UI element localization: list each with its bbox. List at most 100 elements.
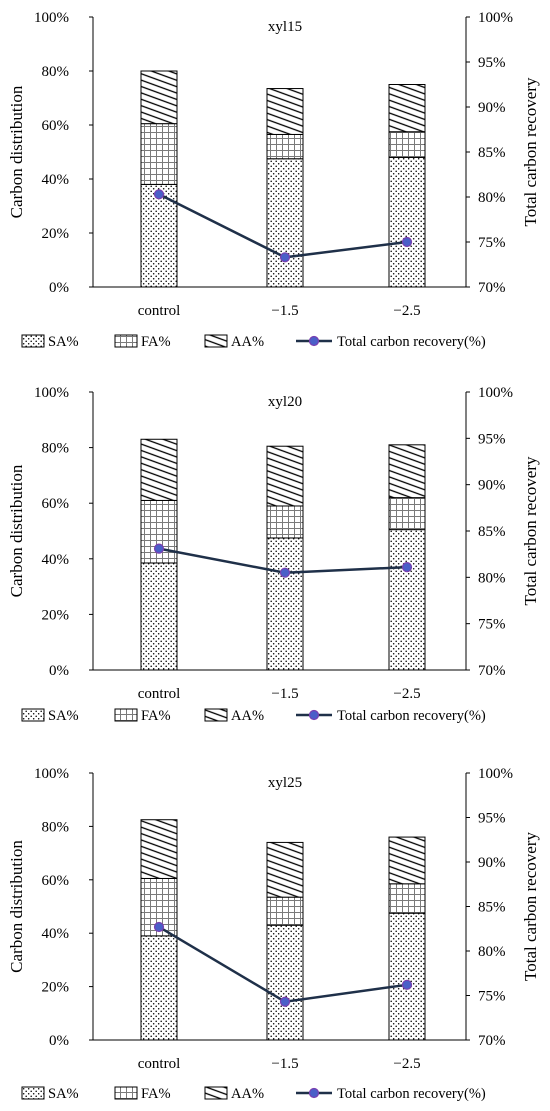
right-tick-label: 80% — [478, 570, 506, 586]
left-tick-label: 80% — [42, 441, 70, 457]
left-tick-label: 20% — [42, 607, 70, 623]
bar-aa-3 — [388, 84, 426, 133]
legend: SA% FA% AA% Total carbon recovery(%) — [21, 708, 486, 724]
right-tick-label: 90% — [478, 478, 506, 494]
legend-swatch-2 — [114, 334, 138, 348]
bar-sa-1 — [140, 562, 178, 671]
x-tick-label: −1.5 — [271, 303, 298, 319]
bar-fa-3 — [388, 497, 426, 531]
y2-axis-label: Total carbon recovery — [521, 832, 540, 981]
right-tick-label: 80% — [478, 944, 506, 960]
legend-swatch-1 — [21, 708, 45, 722]
legend-swatch-2 — [114, 708, 138, 722]
bar-sa-3 — [388, 912, 426, 1041]
left-tick-label: 80% — [42, 819, 70, 835]
legend-swatch-3 — [204, 708, 228, 722]
chart-panel-2: 0% 20% 40% 60% 80% 100% 70% 75% 80% 85% 90% 95% 100%… — [7, 385, 540, 724]
legend-label-3: AA% — [231, 1086, 264, 1102]
bar-aa-1 — [140, 819, 178, 879]
left-tick-label: 40% — [42, 926, 70, 942]
legend-swatch-3 — [204, 334, 228, 348]
legend-marker — [308, 1087, 320, 1099]
legend-swatch-1 — [21, 1086, 45, 1100]
left-tick-label: 60% — [42, 496, 70, 512]
legend: SA% FA% AA% Total carbon recovery(%) — [21, 334, 486, 350]
bar-sa-2 — [266, 924, 304, 1041]
x-tick-label: −2.5 — [393, 303, 420, 319]
right-tick-label: 100% — [478, 385, 513, 401]
right-tick-label: 90% — [478, 855, 506, 871]
recovery-point-2 — [279, 567, 291, 578]
left-tick-label: 60% — [42, 118, 70, 134]
right-tick-label: 70% — [478, 663, 506, 679]
right-tick-label: 85% — [478, 524, 506, 540]
y-axis-label: Carbon distribution — [7, 85, 26, 218]
bar-fa-2 — [266, 133, 304, 160]
bar-aa-2 — [266, 445, 304, 507]
recovery-point-2 — [279, 252, 291, 263]
chart-panel-1: 0% 20% 40% 60% 80% 100% 70% 75% 80% 85% 90% 95% 100%… — [7, 10, 540, 350]
recovery-point-1 — [153, 543, 165, 554]
bar-sa-3 — [388, 529, 426, 671]
right-tick-label: 85% — [478, 900, 506, 916]
left-tick-label: 20% — [42, 226, 70, 242]
right-tick-label: 80% — [478, 190, 506, 206]
bar-aa-2 — [266, 88, 304, 135]
y-axis-label: Carbon distribution — [7, 464, 26, 597]
chart-title: xyl25 — [268, 775, 302, 791]
x-tick-label: −2.5 — [393, 1056, 420, 1072]
left-tick-label: 0% — [49, 1033, 69, 1049]
bar-sa-3 — [388, 156, 426, 288]
recovery-point-1 — [153, 189, 165, 200]
right-tick-label: 95% — [478, 431, 506, 447]
recovery-point-1 — [153, 921, 165, 933]
x-tick-label: −2.5 — [393, 686, 420, 702]
legend-label-1: SA% — [48, 708, 79, 724]
legend-marker — [308, 709, 320, 721]
right-tick-label: 75% — [478, 989, 506, 1005]
y2-axis-label: Total carbon recovery — [521, 456, 540, 605]
chart-title: xyl20 — [268, 394, 302, 410]
recovery-point-3 — [401, 236, 413, 248]
legend-label-2: FA% — [141, 334, 171, 350]
left-tick-label: 20% — [42, 980, 70, 996]
legend-label-3: AA% — [231, 334, 264, 350]
right-tick-label: 85% — [478, 145, 506, 161]
bar-sa-2 — [266, 537, 304, 671]
right-tick-label: 95% — [478, 811, 506, 827]
x-tick-label: control — [138, 303, 181, 319]
legend-label-4: Total carbon recovery(%) — [337, 708, 486, 724]
left-tick-label: 100% — [34, 385, 69, 401]
bar-sa-2 — [266, 158, 304, 288]
legend-label-1: SA% — [48, 334, 79, 350]
bar-fa-3 — [388, 883, 426, 914]
right-tick-label: 75% — [478, 235, 506, 251]
left-tick-label: 40% — [42, 172, 70, 188]
bar-aa-3 — [388, 444, 426, 499]
right-tick-label: 100% — [478, 10, 513, 26]
legend-label-3: AA% — [231, 708, 264, 724]
legend-label-4: Total carbon recovery(%) — [337, 334, 486, 350]
recovery-point-2 — [279, 996, 291, 1007]
right-tick-label: 70% — [478, 280, 506, 296]
legend-marker — [308, 335, 320, 347]
left-tick-label: 0% — [49, 280, 69, 296]
bar-sa-1 — [140, 935, 178, 1041]
legend-label-1: SA% — [48, 1086, 79, 1102]
legend-label-2: FA% — [141, 708, 171, 724]
x-tick-label: control — [138, 686, 181, 702]
right-tick-label: 70% — [478, 1033, 506, 1049]
bar-aa-2 — [266, 841, 304, 898]
bar-fa-1 — [140, 123, 178, 185]
legend-swatch-1 — [21, 334, 45, 348]
bar-fa-2 — [266, 896, 304, 926]
chart-panel-3: 0% 20% 40% 60% 80% 100% 70% 75% 80% 85% 90% 95% 100%… — [7, 766, 540, 1102]
legend-swatch-3 — [204, 1086, 228, 1100]
left-tick-label: 0% — [49, 663, 69, 679]
left-tick-label: 80% — [42, 64, 70, 80]
right-tick-label: 90% — [478, 100, 506, 116]
legend-label-4: Total carbon recovery(%) — [337, 1086, 486, 1102]
left-tick-label: 100% — [34, 766, 69, 782]
bar-fa-1 — [140, 877, 178, 937]
